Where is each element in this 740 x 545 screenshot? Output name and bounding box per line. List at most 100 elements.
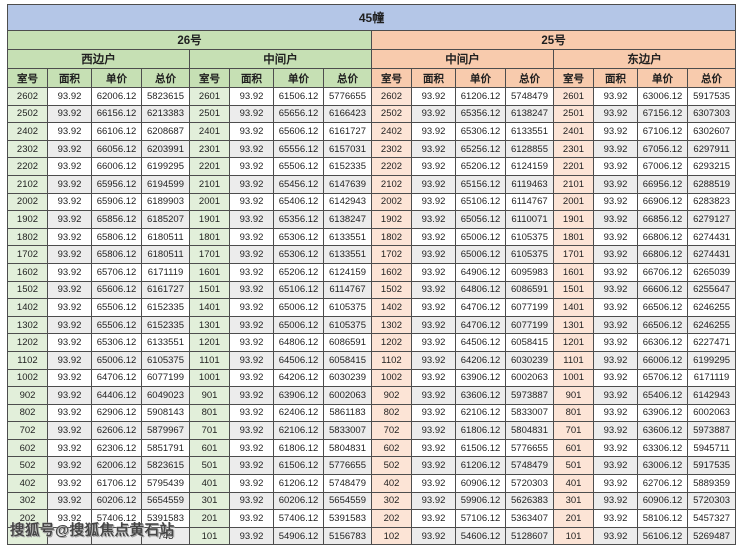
col-header-room: 室号 — [7, 68, 48, 88]
unit-price-cell: 61506.12 — [455, 438, 506, 458]
total-price-cell: 6302607 — [686, 122, 737, 141]
area-cell: 93.92 — [411, 474, 456, 493]
table-row: 1102 93.92 65006.12 6105375 1101 93.92 64506.1… — [7, 350, 737, 370]
total-price-cell: 5776655 — [323, 87, 372, 106]
area-cell: 93.92 — [47, 456, 92, 476]
total-price-cell: 5917535 — [686, 87, 737, 106]
room-cell: 1902 — [371, 210, 412, 229]
total-price-cell: 5823615 — [141, 456, 190, 476]
area-cell: 93.92 — [229, 227, 274, 247]
unit-price-cell: 66006.12 — [91, 157, 142, 176]
area-cell: 93.92 — [411, 245, 456, 264]
total-price-cell: 5776655 — [505, 438, 554, 458]
total-price-cell: 6138247 — [323, 210, 372, 229]
room-cell: 502 — [371, 456, 412, 476]
col-header-total-price: 总价 — [141, 68, 190, 88]
area-cell: 93.92 — [593, 139, 638, 159]
total-price-cell: 5804831 — [505, 421, 554, 440]
unit-price-cell: 66056.12 — [91, 139, 142, 159]
area-cell: 93.92 — [229, 333, 274, 352]
area-cell: 93.92 — [229, 526, 274, 545]
room-cell: 1502 — [371, 280, 412, 300]
total-price-cell: 6189903 — [141, 192, 190, 212]
room-cell: 1902 — [7, 210, 48, 229]
area-cell: 93.92 — [411, 368, 456, 388]
total-price-cell: 6105375 — [505, 245, 554, 264]
room-cell: 202 — [371, 509, 412, 528]
total-price-cell: 6199295 — [141, 157, 190, 176]
area-cell: 93.92 — [229, 438, 274, 458]
room-cell: 2301 — [553, 139, 594, 159]
unit-price-cell: 63006.12 — [637, 456, 688, 476]
area-cell: 93.92 — [593, 210, 638, 229]
unit-price-cell: 65456.12 — [273, 174, 324, 194]
area-cell: 93.92 — [47, 245, 92, 264]
unit-price-cell: 62006.12 — [91, 87, 142, 106]
area-cell: 93.92 — [411, 104, 456, 124]
area-cell: 93.92 — [411, 87, 456, 106]
unit-price-cell: 65506.12 — [91, 298, 142, 317]
unit-price-cell: 66706.12 — [637, 262, 688, 282]
total-price-cell: 6124159 — [323, 262, 372, 282]
total-price-cell: 6293215 — [686, 157, 737, 176]
area-cell: 93.92 — [593, 421, 638, 440]
unit-price-cell: 65956.12 — [91, 174, 142, 194]
room-cell: 2102 — [7, 174, 48, 194]
unit-price-cell: 54906.12 — [273, 526, 324, 545]
unit-price-cell: 66856.12 — [637, 210, 688, 229]
unit-price-cell: 57106.12 — [455, 509, 506, 528]
room-cell: 101 — [553, 526, 594, 545]
room-cell: 2101 — [189, 174, 230, 194]
total-price-cell: 6147639 — [323, 174, 372, 194]
room-cell: 1501 — [189, 280, 230, 300]
unit-price-cell: 64406.12 — [91, 386, 142, 405]
area-cell: 93.92 — [229, 456, 274, 476]
room-cell: 2302 — [7, 139, 48, 159]
room-cell: 702 — [7, 421, 48, 440]
total-price-cell: 5804831 — [323, 438, 372, 458]
side-middle-header-25: 中间户 — [371, 49, 554, 69]
unit-price-cell: 63306.12 — [637, 438, 688, 458]
area-cell: 93.92 — [47, 315, 92, 335]
unit-price-cell: 62906.12 — [91, 403, 142, 423]
unit-price-cell: 61506.12 — [273, 456, 324, 476]
area-cell: 93.92 — [229, 139, 274, 159]
unit-price-cell: 64806.12 — [455, 280, 506, 300]
total-price-cell: 6208687 — [141, 122, 190, 141]
room-cell: 801 — [189, 403, 230, 423]
table-row: 902 93.92 64406.12 6049023 901 93.92 63906.12 6… — [7, 386, 737, 405]
room-cell: 801 — [553, 403, 594, 423]
area-cell: 93.92 — [411, 262, 456, 282]
room-cell: 702 — [371, 421, 412, 440]
area-cell: 93.92 — [593, 192, 638, 212]
room-cell: 2502 — [7, 104, 48, 124]
area-cell: 93.92 — [593, 386, 638, 405]
area-cell: 93.92 — [593, 315, 638, 335]
unit-price-cell: 65006.12 — [273, 315, 324, 335]
total-price-cell: 6152335 — [323, 157, 372, 176]
room-cell: 1302 — [371, 315, 412, 335]
unit-price-cell: 65806.12 — [91, 227, 142, 247]
area-cell: 93.92 — [229, 421, 274, 440]
table-row: 402 93.92 61706.12 5795439 401 93.92 61206.12 5… — [7, 474, 737, 493]
area-cell: 93.92 — [47, 333, 92, 352]
total-price-cell: 6274431 — [686, 245, 737, 264]
total-price-cell: 6265039 — [686, 262, 737, 282]
room-cell: 2101 — [553, 174, 594, 194]
room-cell: 2501 — [189, 104, 230, 124]
total-price-cell: 6142943 — [323, 192, 372, 212]
unit-price-cell: 67156.12 — [637, 104, 688, 124]
room-cell: 2001 — [553, 192, 594, 212]
area-cell: 93.92 — [47, 350, 92, 370]
area-cell: 93.92 — [47, 122, 92, 141]
unit-number-row: 26号 25号 — [7, 30, 737, 50]
area-cell: 93.92 — [229, 368, 274, 388]
area-cell: 93.92 — [593, 174, 638, 194]
unit-price-cell: 65006.12 — [91, 350, 142, 370]
col-header-room: 室号 — [371, 68, 412, 88]
area-cell: 93.92 — [593, 403, 638, 423]
area-cell: 93.92 — [47, 87, 92, 106]
area-cell: 93.92 — [47, 104, 92, 124]
unit-price-cell: 63606.12 — [637, 421, 688, 440]
table-row: 702 93.92 62606.12 5879967 701 93.92 62106.12 5… — [7, 421, 737, 440]
